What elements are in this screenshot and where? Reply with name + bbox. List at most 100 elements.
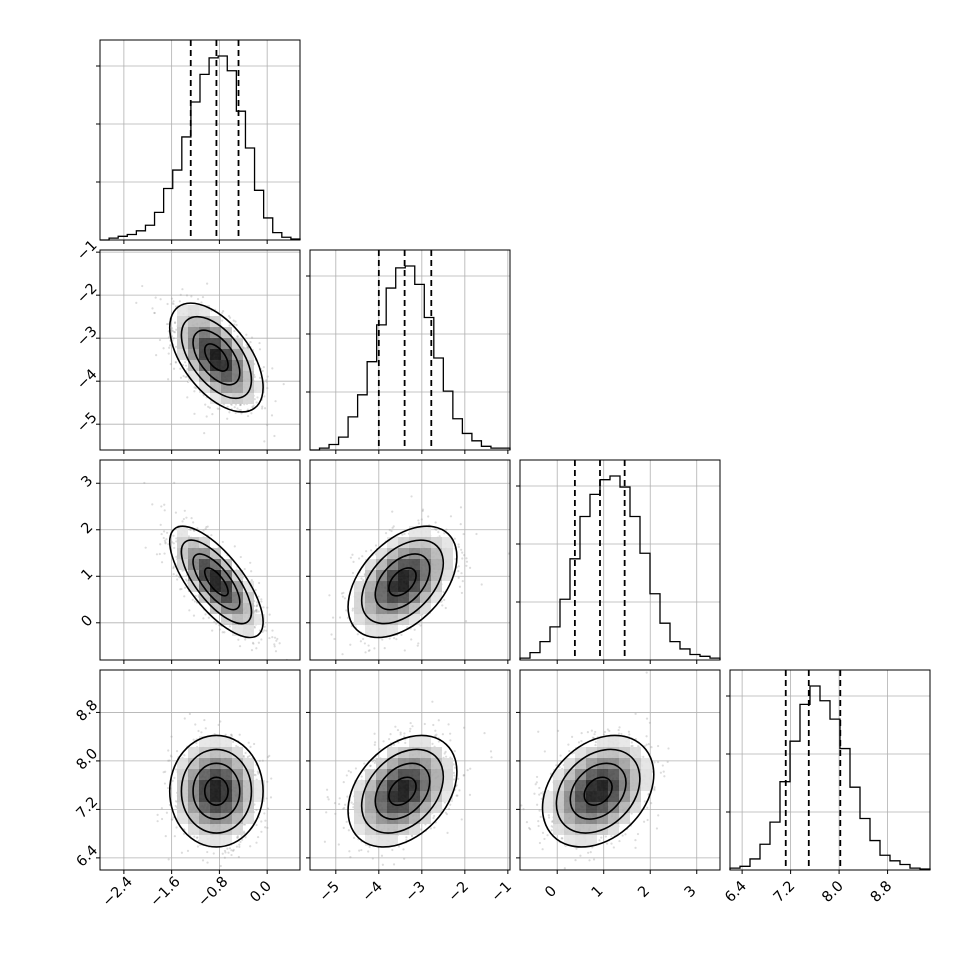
sample-point bbox=[135, 301, 138, 304]
sample-point bbox=[261, 759, 264, 762]
sample-point bbox=[239, 403, 242, 407]
sample-point bbox=[264, 667, 266, 669]
sample-point bbox=[349, 771, 352, 774]
y-tick-label: 1 bbox=[78, 566, 96, 584]
sample-point bbox=[172, 565, 175, 568]
sample-point bbox=[368, 649, 371, 652]
sample-point bbox=[167, 759, 170, 762]
sample-point bbox=[183, 754, 186, 757]
density-cell bbox=[221, 736, 232, 747]
sample-point bbox=[153, 311, 156, 315]
sample-point bbox=[218, 628, 222, 631]
sample-point bbox=[205, 415, 208, 418]
sample-point bbox=[179, 588, 182, 591]
panel-frame-2 bbox=[309, 459, 511, 661]
sample-point bbox=[273, 645, 276, 648]
density-cell bbox=[221, 758, 232, 769]
density-cell bbox=[210, 824, 221, 835]
density-cell bbox=[210, 349, 221, 360]
sample-point bbox=[211, 629, 214, 632]
sample-point bbox=[260, 830, 263, 833]
density-cell bbox=[243, 758, 254, 769]
sample-point bbox=[175, 826, 178, 829]
density-cell bbox=[398, 548, 409, 559]
contour-line bbox=[347, 525, 458, 639]
sample-point bbox=[236, 407, 239, 410]
sample-point bbox=[252, 642, 255, 645]
sample-point bbox=[405, 838, 408, 842]
sample-point bbox=[396, 728, 400, 732]
density-cell bbox=[232, 802, 243, 813]
sample-point bbox=[235, 845, 239, 848]
histogram-step-3 bbox=[729, 685, 931, 870]
sample-point bbox=[253, 398, 256, 401]
sample-point bbox=[364, 651, 367, 654]
sample-point bbox=[219, 864, 222, 868]
density-cell bbox=[365, 625, 376, 636]
density-cell bbox=[188, 769, 199, 780]
density-cell bbox=[243, 393, 254, 404]
sample-point bbox=[218, 624, 221, 627]
sample-point bbox=[204, 403, 207, 406]
sample-point bbox=[193, 390, 196, 393]
sample-point bbox=[264, 826, 267, 829]
contour-line bbox=[360, 539, 445, 625]
sample-point bbox=[461, 551, 464, 554]
density-cell bbox=[199, 835, 210, 846]
sample-point bbox=[159, 543, 162, 546]
sample-point bbox=[258, 348, 262, 351]
sample-point bbox=[180, 587, 183, 591]
density-cell bbox=[177, 769, 188, 780]
density-cell bbox=[232, 614, 243, 625]
contour-line bbox=[168, 525, 264, 639]
sample-point bbox=[228, 316, 232, 319]
sample-point bbox=[328, 594, 331, 597]
sample-point bbox=[368, 845, 371, 849]
sample-point bbox=[384, 532, 388, 535]
sample-point bbox=[232, 319, 235, 322]
sample-point bbox=[221, 631, 224, 634]
density-cell bbox=[232, 581, 243, 592]
sample-point bbox=[444, 606, 447, 610]
sample-point bbox=[210, 534, 213, 537]
sample-point bbox=[162, 771, 165, 774]
sample-point bbox=[363, 642, 366, 645]
sample-point bbox=[170, 327, 174, 330]
y-tick-label: 8.0 bbox=[74, 746, 102, 774]
contour-line bbox=[203, 567, 229, 597]
sample-point bbox=[249, 561, 252, 564]
density-cell bbox=[210, 592, 221, 603]
sample-point bbox=[218, 407, 221, 411]
sample-point bbox=[236, 836, 239, 839]
panel-frame-0 bbox=[99, 249, 301, 451]
density-cell bbox=[442, 559, 453, 570]
density-cell bbox=[221, 349, 232, 360]
sample-point bbox=[155, 553, 159, 556]
density-cell bbox=[199, 769, 210, 780]
density-cell bbox=[376, 625, 387, 636]
density-cell bbox=[177, 349, 188, 360]
sample-point bbox=[184, 364, 188, 367]
sample-point bbox=[244, 751, 247, 755]
sample-point bbox=[351, 607, 354, 610]
sample-point bbox=[162, 347, 165, 350]
density-cell bbox=[188, 570, 199, 581]
sample-point bbox=[238, 645, 242, 648]
sample-point bbox=[228, 411, 231, 414]
sample-point bbox=[258, 376, 262, 379]
sample-point bbox=[449, 515, 453, 518]
sample-point bbox=[236, 335, 239, 338]
sample-point bbox=[236, 335, 239, 338]
sample-point bbox=[163, 539, 166, 542]
sample-point bbox=[168, 759, 171, 762]
density-cell bbox=[354, 581, 365, 592]
sample-point bbox=[183, 717, 186, 720]
sample-point bbox=[195, 741, 198, 745]
density-cell bbox=[387, 548, 398, 559]
sample-point bbox=[461, 580, 464, 583]
sample-point bbox=[393, 636, 396, 640]
sample-point bbox=[265, 380, 268, 383]
density-cell bbox=[387, 570, 398, 581]
panel-2d-1-0 bbox=[135, 282, 285, 443]
density-cell bbox=[199, 537, 210, 548]
